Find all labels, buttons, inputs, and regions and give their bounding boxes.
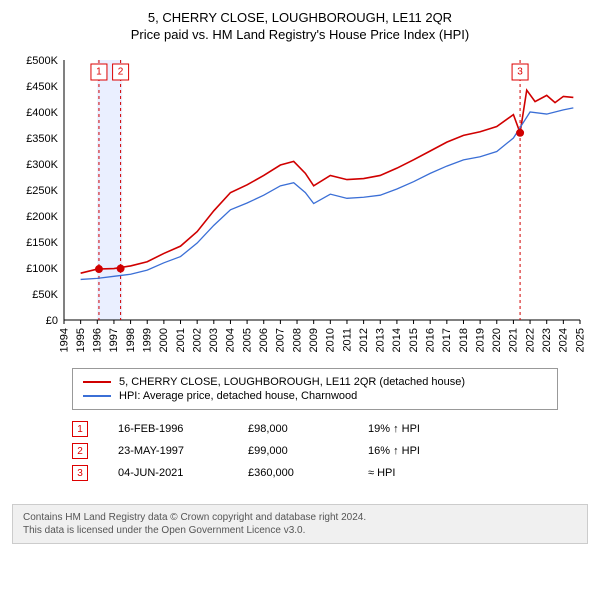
svg-text:1999: 1999: [142, 328, 154, 352]
svg-text:2017: 2017: [441, 328, 453, 352]
legend-item: HPI: Average price, detached house, Char…: [83, 389, 547, 403]
svg-text:£0: £0: [46, 315, 58, 327]
svg-text:2013: 2013: [375, 328, 387, 352]
svg-text:£150K: £150K: [26, 237, 58, 249]
footer-line1: Contains HM Land Registry data © Crown c…: [23, 511, 577, 524]
svg-text:2: 2: [118, 67, 124, 78]
svg-text:2004: 2004: [225, 328, 237, 352]
svg-text:2024: 2024: [558, 328, 570, 352]
svg-text:1998: 1998: [125, 328, 137, 352]
svg-text:1997: 1997: [108, 328, 120, 352]
marker-delta: 16% ↑ HPI: [368, 445, 420, 457]
legend-label: HPI: Average price, detached house, Char…: [119, 390, 357, 402]
svg-text:£350K: £350K: [26, 133, 58, 145]
svg-text:£450K: £450K: [26, 81, 58, 93]
svg-text:2025: 2025: [574, 328, 586, 352]
footer-attribution: Contains HM Land Registry data © Crown c…: [12, 504, 588, 544]
svg-text:2019: 2019: [474, 328, 486, 352]
legend-item: 5, CHERRY CLOSE, LOUGHBOROUGH, LE11 2QR …: [83, 375, 547, 389]
svg-text:£100K: £100K: [26, 263, 58, 275]
svg-text:2015: 2015: [408, 328, 420, 352]
marker-row: 2 23-MAY-1997£99,00016% ↑ HPI: [72, 440, 558, 462]
marker-date: 16-FEB-1996: [118, 423, 248, 435]
marker-date: 23-MAY-1997: [118, 445, 248, 457]
chart-container: 5, CHERRY CLOSE, LOUGHBOROUGH, LE11 2QR …: [0, 0, 600, 500]
svg-text:2008: 2008: [291, 328, 303, 352]
legend-swatch: [83, 395, 111, 397]
marker-price: £98,000: [248, 423, 368, 435]
chart-subtitle: Price paid vs. HM Land Registry's House …: [12, 27, 588, 42]
marker-badge: 2: [72, 443, 88, 459]
marker-table: 1 16-FEB-1996£98,00019% ↑ HPI 2 23-MAY-1997…: [72, 418, 558, 484]
svg-text:2023: 2023: [541, 328, 553, 352]
marker-row: 1 16-FEB-1996£98,00019% ↑ HPI: [72, 418, 558, 440]
svg-text:£300K: £300K: [26, 159, 58, 171]
svg-text:2021: 2021: [508, 328, 520, 352]
marker-delta: 19% ↑ HPI: [368, 423, 420, 435]
svg-text:2010: 2010: [325, 328, 337, 352]
svg-text:2001: 2001: [175, 328, 187, 352]
marker-delta: ≈ HPI: [368, 467, 395, 479]
marker-badge: 3: [72, 465, 88, 481]
marker-date: 04-JUN-2021: [118, 467, 248, 479]
chart-title: 5, CHERRY CLOSE, LOUGHBOROUGH, LE11 2QR: [12, 10, 588, 25]
svg-text:£500K: £500K: [26, 55, 58, 67]
svg-text:£250K: £250K: [26, 185, 58, 197]
svg-text:1994: 1994: [58, 328, 70, 352]
marker-badge: 1: [72, 421, 88, 437]
svg-text:2006: 2006: [258, 328, 270, 352]
svg-text:£400K: £400K: [26, 107, 58, 119]
svg-text:2018: 2018: [458, 328, 470, 352]
svg-text:£50K: £50K: [32, 289, 58, 301]
svg-text:2007: 2007: [275, 328, 287, 352]
chart-plot: £0 £50K £100K £150K £200K £250K £300K £350K £400…: [12, 50, 588, 360]
legend-label: 5, CHERRY CLOSE, LOUGHBOROUGH, LE11 2QR …: [119, 376, 465, 388]
marker-price: £99,000: [248, 445, 368, 457]
legend-swatch: [83, 381, 111, 383]
footer-line2: This data is licensed under the Open Gov…: [23, 524, 577, 537]
svg-text:2022: 2022: [524, 328, 536, 352]
svg-text:3: 3: [517, 67, 523, 78]
legend: 5, CHERRY CLOSE, LOUGHBOROUGH, LE11 2QR …: [72, 368, 558, 410]
marker-price: £360,000: [248, 467, 368, 479]
svg-text:£200K: £200K: [26, 211, 58, 223]
svg-text:1995: 1995: [75, 328, 87, 352]
svg-text:2000: 2000: [158, 328, 170, 352]
svg-text:2002: 2002: [191, 328, 203, 352]
svg-text:1: 1: [96, 67, 102, 78]
svg-text:2005: 2005: [241, 328, 253, 352]
svg-text:2012: 2012: [358, 328, 370, 352]
marker-row: 3 04-JUN-2021£360,000≈ HPI: [72, 462, 558, 484]
svg-text:2003: 2003: [208, 328, 220, 352]
svg-text:2009: 2009: [308, 328, 320, 352]
chart-svg: £0 £50K £100K £150K £200K £250K £300K £350K £400…: [12, 50, 588, 360]
svg-text:1996: 1996: [92, 328, 104, 352]
svg-text:2014: 2014: [391, 328, 403, 352]
svg-text:2020: 2020: [491, 328, 503, 352]
svg-text:2016: 2016: [424, 328, 436, 352]
svg-text:2011: 2011: [341, 328, 353, 352]
